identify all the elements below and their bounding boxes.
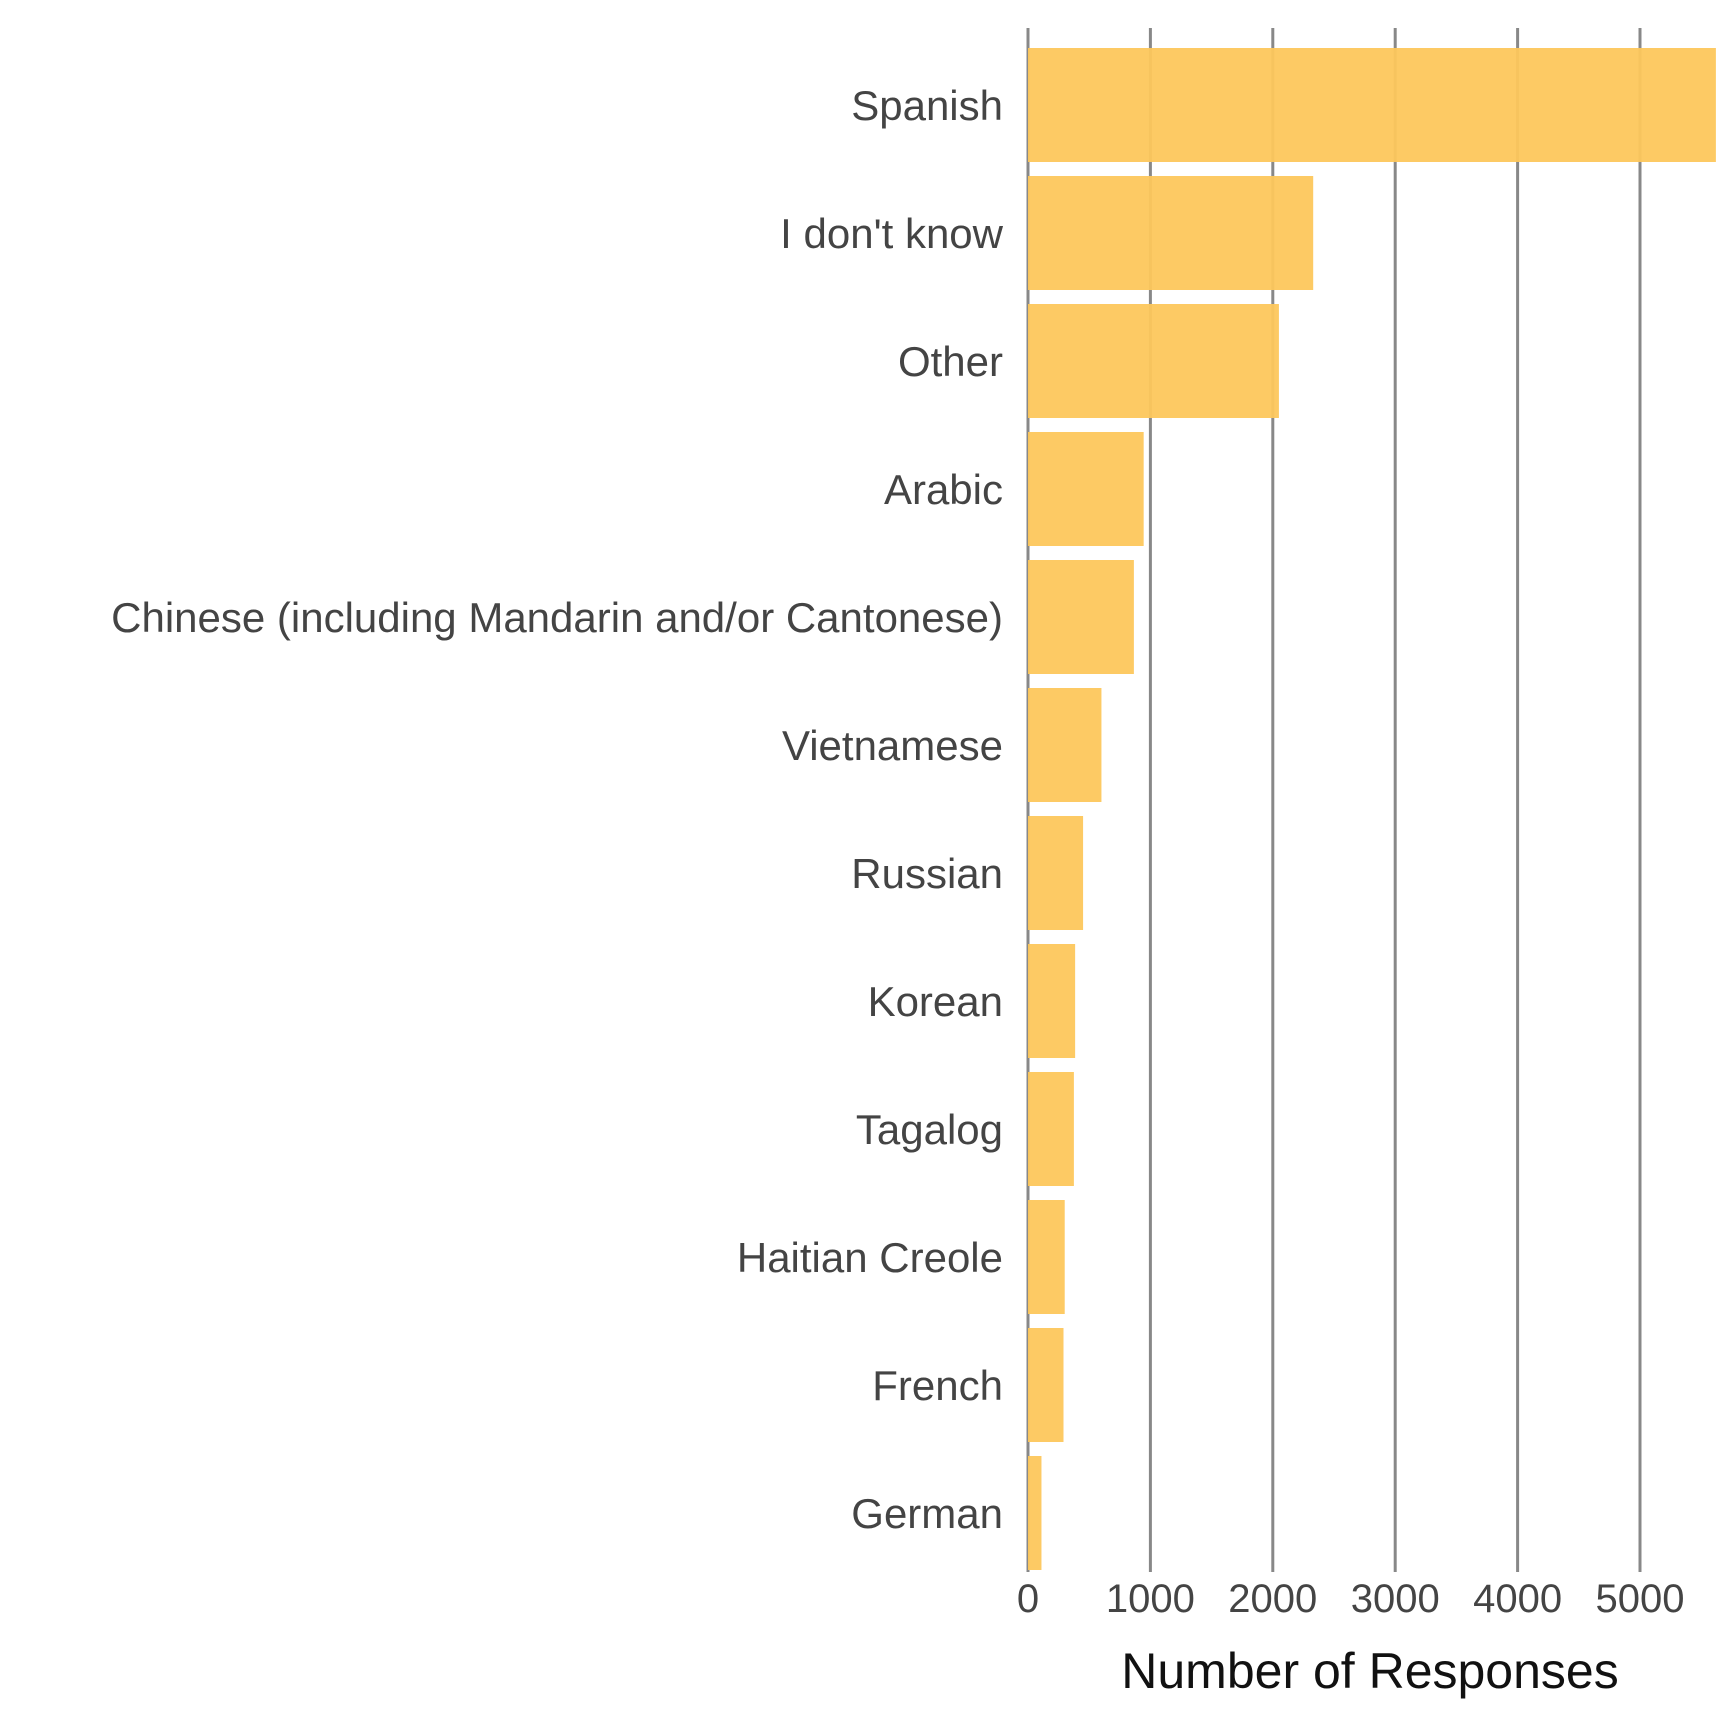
category-label: Korean	[868, 978, 1003, 1025]
bar	[1028, 1072, 1074, 1186]
category-label: Arabic	[884, 466, 1003, 513]
category-label: Spanish	[851, 82, 1003, 129]
bar	[1028, 48, 1716, 162]
x-axis-title: Number of Responses	[1121, 1643, 1618, 1699]
x-tick-label: 5000	[1596, 1577, 1685, 1621]
bar	[1028, 944, 1076, 1058]
bars	[1028, 48, 1716, 1570]
bar	[1028, 1456, 1042, 1570]
bar	[1028, 176, 1314, 290]
x-tick-label: 0	[1017, 1577, 1039, 1621]
category-label: I don't know	[780, 210, 1003, 257]
category-label: Other	[898, 338, 1003, 385]
category-label: Tagalog	[856, 1106, 1003, 1153]
category-label: German	[851, 1490, 1003, 1537]
category-label: Russian	[851, 850, 1003, 897]
category-labels: Spanish I don't know Other Arabic Chinese (i…	[111, 82, 1004, 1537]
x-tick-label: 4000	[1473, 1577, 1562, 1621]
x-tick-label: 3000	[1351, 1577, 1440, 1621]
bar	[1028, 560, 1134, 674]
category-label: Haitian Creole	[737, 1234, 1003, 1281]
category-label: Vietnamese	[782, 722, 1003, 769]
bar	[1028, 688, 1102, 802]
x-tick-label: 1000	[1106, 1577, 1195, 1621]
bar	[1028, 432, 1144, 546]
bar	[1028, 1200, 1065, 1314]
category-label: French	[872, 1362, 1003, 1409]
category-label: Chinese (including Mandarin and/or Canto…	[111, 594, 1003, 641]
bar	[1028, 1328, 1064, 1442]
x-tick-labels: 0 1000 2000 3000 4000 5000	[1017, 1577, 1685, 1621]
x-tick-label: 2000	[1228, 1577, 1317, 1621]
bar	[1028, 304, 1279, 418]
bar	[1028, 816, 1084, 930]
